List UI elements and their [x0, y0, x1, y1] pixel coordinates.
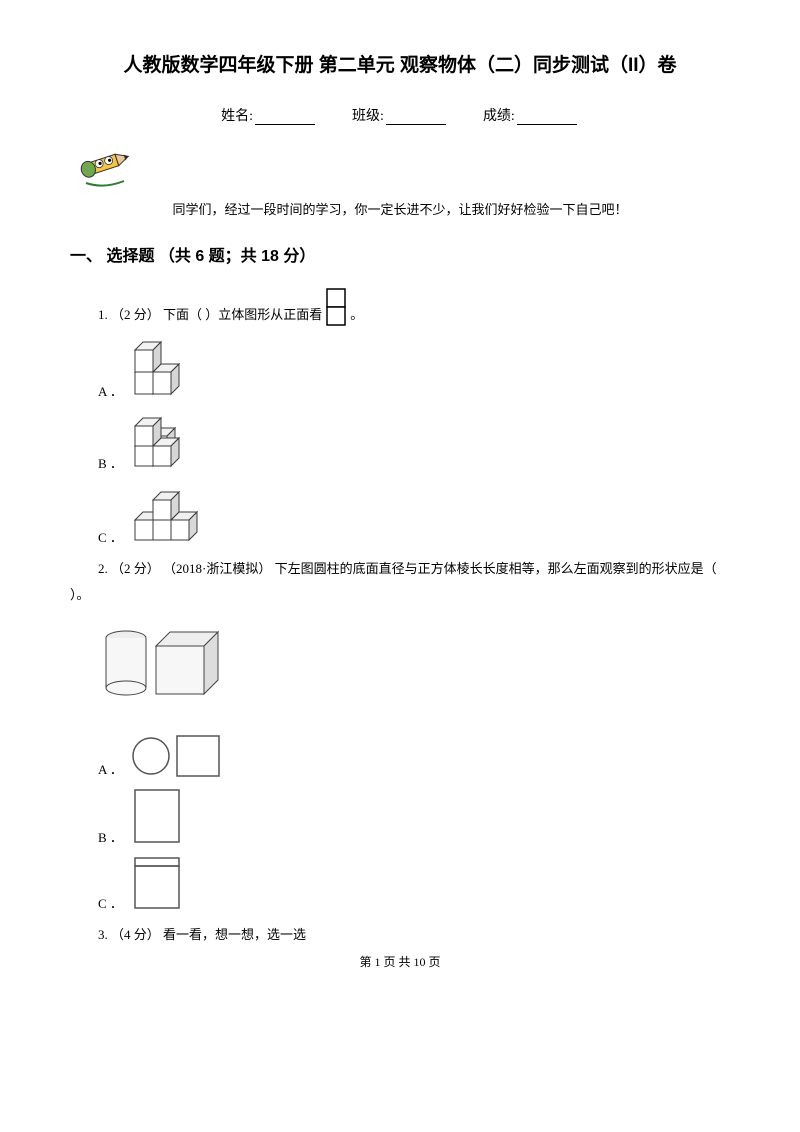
q2-optB-label: B ．	[98, 827, 123, 846]
name-label: 姓名:	[221, 109, 253, 124]
q1-option-b[interactable]: B ．	[98, 408, 730, 472]
page-footer: 第 1 页 共 10 页	[0, 953, 800, 970]
q1-optC-label: C ．	[98, 527, 123, 546]
q1-figB	[129, 408, 205, 472]
q1-front-view-shape	[326, 288, 346, 328]
footer-a: 第	[359, 955, 374, 969]
score-blank[interactable]	[517, 110, 577, 125]
footer-total: 10	[414, 955, 426, 969]
q1-option-a[interactable]: A ．	[98, 336, 730, 400]
name-blank[interactable]	[255, 110, 315, 125]
q3-stem: 3. （4 分） 看一看，想一想，选一选	[98, 922, 730, 948]
greeting-text: 同学们，经过一段时间的学习，你一定长进不少，让我们好好检验一下自己吧！	[70, 199, 730, 218]
section-header: 一、 选择题 （共 6 题；共 18 分）	[70, 242, 730, 266]
q2-optA-label: A ．	[98, 759, 123, 778]
q1-optB-label: B ．	[98, 453, 123, 472]
pencil-icon	[70, 139, 730, 191]
q2-stem: 2. （2 分） （2018·浙江模拟） 下左图圆柱的底面直径与正方体棱长长度相…	[70, 556, 730, 608]
footer-b: 页 共	[380, 955, 413, 969]
q1-figC	[129, 480, 225, 546]
class-blank[interactable]	[386, 110, 446, 125]
q2-figC	[129, 854, 189, 912]
page-container: 人教版数学四年级下册 第二单元 观察物体（二）同步测试（II）卷 姓名: 班级:…	[0, 0, 800, 992]
q2-option-a[interactable]: A ．	[98, 728, 730, 778]
class-label: 班级:	[352, 109, 384, 124]
q2-figA	[129, 728, 229, 778]
q1-option-c[interactable]: C ．	[98, 480, 730, 546]
q2-reference-figure	[98, 624, 730, 704]
page-title: 人教版数学四年级下册 第二单元 观察物体（二）同步测试（II）卷	[70, 50, 730, 77]
q2-option-b[interactable]: B ．	[98, 786, 730, 846]
footer-c: 页	[426, 955, 441, 969]
score-label: 成绩:	[483, 109, 515, 124]
info-line: 姓名: 班级: 成绩:	[70, 105, 730, 125]
q2-option-c[interactable]: C ．	[98, 854, 730, 912]
q1-stem-b: 。	[350, 302, 363, 328]
q2-figB	[129, 786, 189, 846]
q2-optC-label: C ．	[98, 893, 123, 912]
q1-stem: 1. （2 分） 下面（ ）立体图形从正面看 。	[98, 288, 730, 328]
q1-stem-a: 1. （2 分） 下面（ ）立体图形从正面看	[98, 302, 322, 328]
q1-figA	[129, 336, 199, 400]
q1-optA-label: A ．	[98, 381, 123, 400]
